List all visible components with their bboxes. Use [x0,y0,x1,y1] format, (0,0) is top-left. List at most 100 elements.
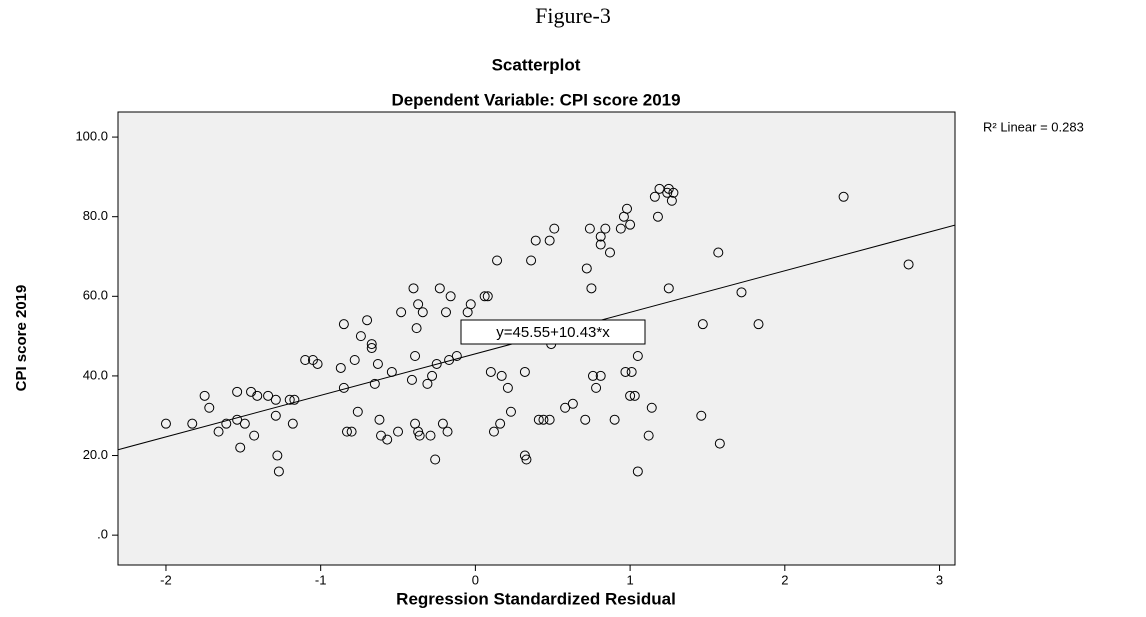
point [479,291,490,302]
point [838,191,849,202]
point [232,414,243,425]
point [204,402,215,413]
point [622,203,633,214]
point [505,406,516,417]
point [544,235,555,246]
x-tick-label: 0 [472,572,479,587]
point [560,402,571,413]
x-tick-label: 1 [626,572,633,587]
point [422,378,433,389]
point [374,414,385,425]
point [632,351,643,362]
point [366,343,377,354]
point [586,283,597,294]
point [287,418,298,429]
point [427,370,438,381]
point [232,386,243,397]
point [440,307,451,318]
point [430,454,441,465]
point [300,354,311,365]
x-tick-label: 2 [781,572,788,587]
point [414,430,425,441]
point [408,283,419,294]
point [312,358,323,369]
point [646,402,657,413]
point [396,307,407,318]
point [411,323,422,334]
point [386,366,397,377]
point [604,247,615,258]
point [482,291,493,302]
point [488,426,499,437]
point [335,362,346,373]
chart-title: Scatterplot [492,55,581,74]
point [434,283,445,294]
point [346,426,357,437]
point [187,418,198,429]
point [492,255,503,266]
point [668,187,679,198]
point [284,394,295,405]
point [595,239,606,250]
point [270,410,281,421]
point [465,299,476,310]
point [341,426,352,437]
point [289,394,300,405]
point [382,434,393,445]
y-tick-label: 40.0 [83,367,108,382]
point [502,382,513,393]
point [338,319,349,330]
point [584,223,595,234]
point [625,219,636,230]
point [437,418,448,429]
y-tick-label: 100.0 [75,129,108,144]
point [595,370,606,381]
point [263,390,274,401]
point [544,414,555,425]
x-axis-label: Regression Standardized Residual [396,589,676,608]
point [538,414,549,425]
point [410,351,421,362]
point [629,390,640,401]
point [625,390,636,401]
point [526,255,537,266]
point [445,291,456,302]
point [239,418,250,429]
point [160,418,171,429]
point [595,231,606,242]
point [903,259,914,270]
point [580,414,591,425]
point [753,319,764,330]
point [273,466,284,477]
point [649,191,660,202]
point [221,418,232,429]
point [519,366,530,377]
figure-label: Figure-3 [535,3,611,28]
point [199,390,210,401]
x-tick-label: 3 [936,572,943,587]
point [495,418,506,429]
point [713,247,724,258]
y-tick-label: 60.0 [83,288,108,303]
point [567,398,578,409]
x-tick-label: -1 [315,572,327,587]
point [587,370,598,381]
point [736,287,747,298]
point [581,263,592,274]
point [270,394,281,405]
y-axis-label: CPI score 2019 [13,285,30,392]
point [338,382,349,393]
point [352,406,363,417]
point [600,223,611,234]
point [369,378,380,389]
point [272,450,283,461]
point [643,430,654,441]
point [609,414,620,425]
point [591,382,602,393]
point [249,430,260,441]
point [413,299,424,310]
point [252,390,263,401]
r2-label: R² Linear = 0.283 [983,119,1084,134]
point [530,235,541,246]
point [620,366,631,377]
